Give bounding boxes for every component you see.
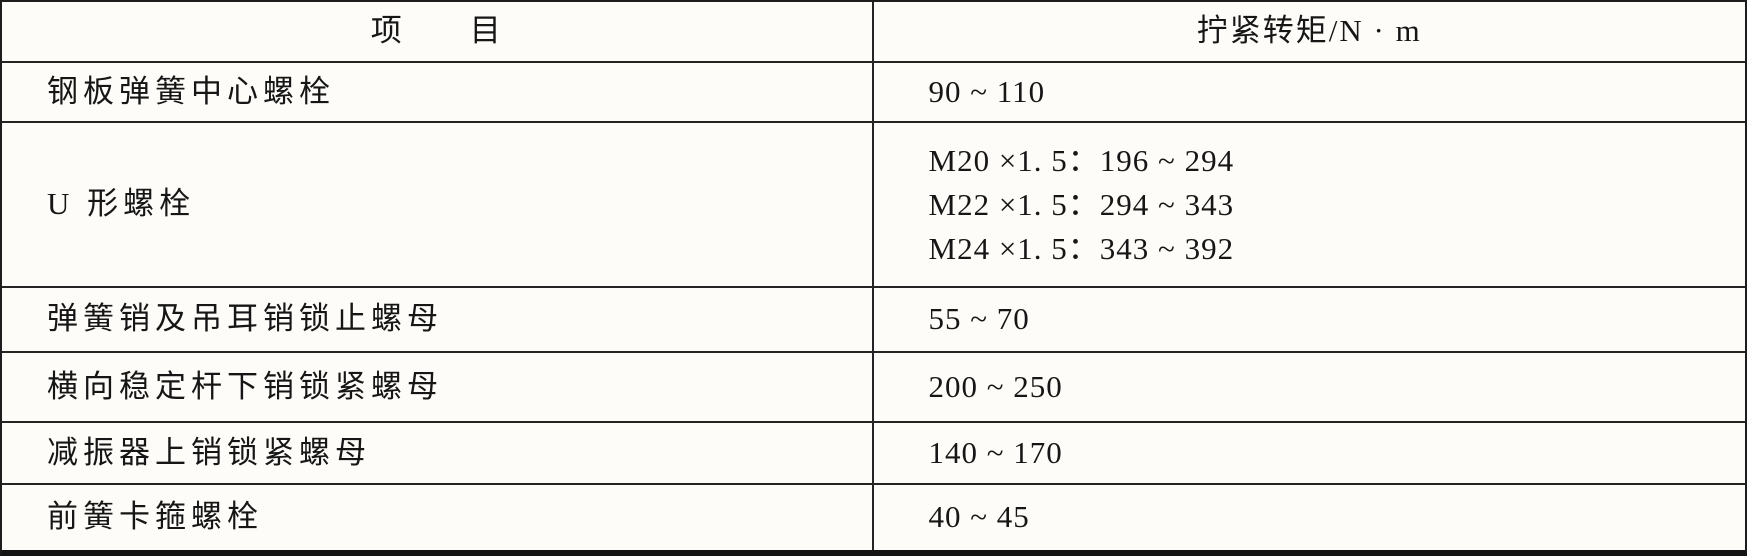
table-header-row: 项 目 拧紧转矩/N · m bbox=[2, 2, 1745, 63]
item-cell: 减振器上销锁紧螺母 bbox=[2, 423, 874, 483]
item-label: 前簧卡箍螺栓 bbox=[47, 499, 263, 535]
torque-value: 55 ~ 70 bbox=[928, 301, 1030, 337]
table-row: 钢板弹簧中心螺栓 90 ~ 110 bbox=[2, 63, 1745, 123]
item-label: 减振器上销锁紧螺母 bbox=[47, 434, 371, 470]
item-label: U 形螺栓 bbox=[47, 186, 196, 222]
torque-cell: 90 ~ 110 bbox=[874, 63, 1746, 121]
item-cell: 弹簧销及吊耳销锁止螺母 bbox=[2, 288, 874, 351]
torque-cell: 200 ~ 250 bbox=[874, 353, 1746, 421]
torque-value: 40 ~ 45 bbox=[928, 499, 1030, 535]
torque-cell: M20 ×1. 5：196 ~ 294 M22 ×1. 5：294 ~ 343 … bbox=[874, 123, 1746, 286]
header-torque-label: 拧紧转矩/N · m bbox=[1196, 13, 1422, 49]
header-item-label: 项 目 bbox=[370, 13, 503, 49]
table-row: 前簧卡箍螺栓 40 ~ 45 bbox=[2, 485, 1745, 550]
item-label: 钢板弹簧中心螺栓 bbox=[47, 73, 335, 109]
torque-value: M22 ×1. 5：294 ~ 343 bbox=[928, 186, 1235, 222]
torque-value: 140 ~ 170 bbox=[928, 434, 1063, 470]
table-row: U 形螺栓 M20 ×1. 5：196 ~ 294 M22 ×1. 5：294 … bbox=[2, 123, 1745, 288]
item-cell: U 形螺栓 bbox=[2, 123, 874, 286]
table-row: 横向稳定杆下销锁紧螺母 200 ~ 250 bbox=[2, 353, 1745, 423]
table-row: 弹簧销及吊耳销锁止螺母 55 ~ 70 bbox=[2, 288, 1745, 353]
item-label: 横向稳定杆下销锁紧螺母 bbox=[47, 368, 443, 404]
item-cell: 横向稳定杆下销锁紧螺母 bbox=[2, 353, 874, 421]
item-label: 弹簧销及吊耳销锁止螺母 bbox=[47, 301, 443, 337]
torque-value: M24 ×1. 5：343 ~ 392 bbox=[928, 230, 1235, 266]
table-row: 减振器上销锁紧螺母 140 ~ 170 bbox=[2, 423, 1745, 485]
item-cell: 前簧卡箍螺栓 bbox=[2, 485, 874, 550]
header-cell-torque: 拧紧转矩/N · m bbox=[874, 2, 1746, 61]
torque-value: M20 ×1. 5：196 ~ 294 bbox=[928, 142, 1235, 178]
torque-value: 200 ~ 250 bbox=[928, 368, 1063, 404]
item-cell: 钢板弹簧中心螺栓 bbox=[2, 63, 874, 121]
torque-cell: 140 ~ 170 bbox=[874, 423, 1746, 483]
torque-cell: 40 ~ 45 bbox=[874, 485, 1746, 550]
torque-cell: 55 ~ 70 bbox=[874, 288, 1746, 351]
torque-value-list: M20 ×1. 5：196 ~ 294 M22 ×1. 5：294 ~ 343 … bbox=[929, 139, 1235, 271]
header-cell-item: 项 目 bbox=[2, 2, 874, 61]
torque-value: 90 ~ 110 bbox=[928, 73, 1046, 109]
